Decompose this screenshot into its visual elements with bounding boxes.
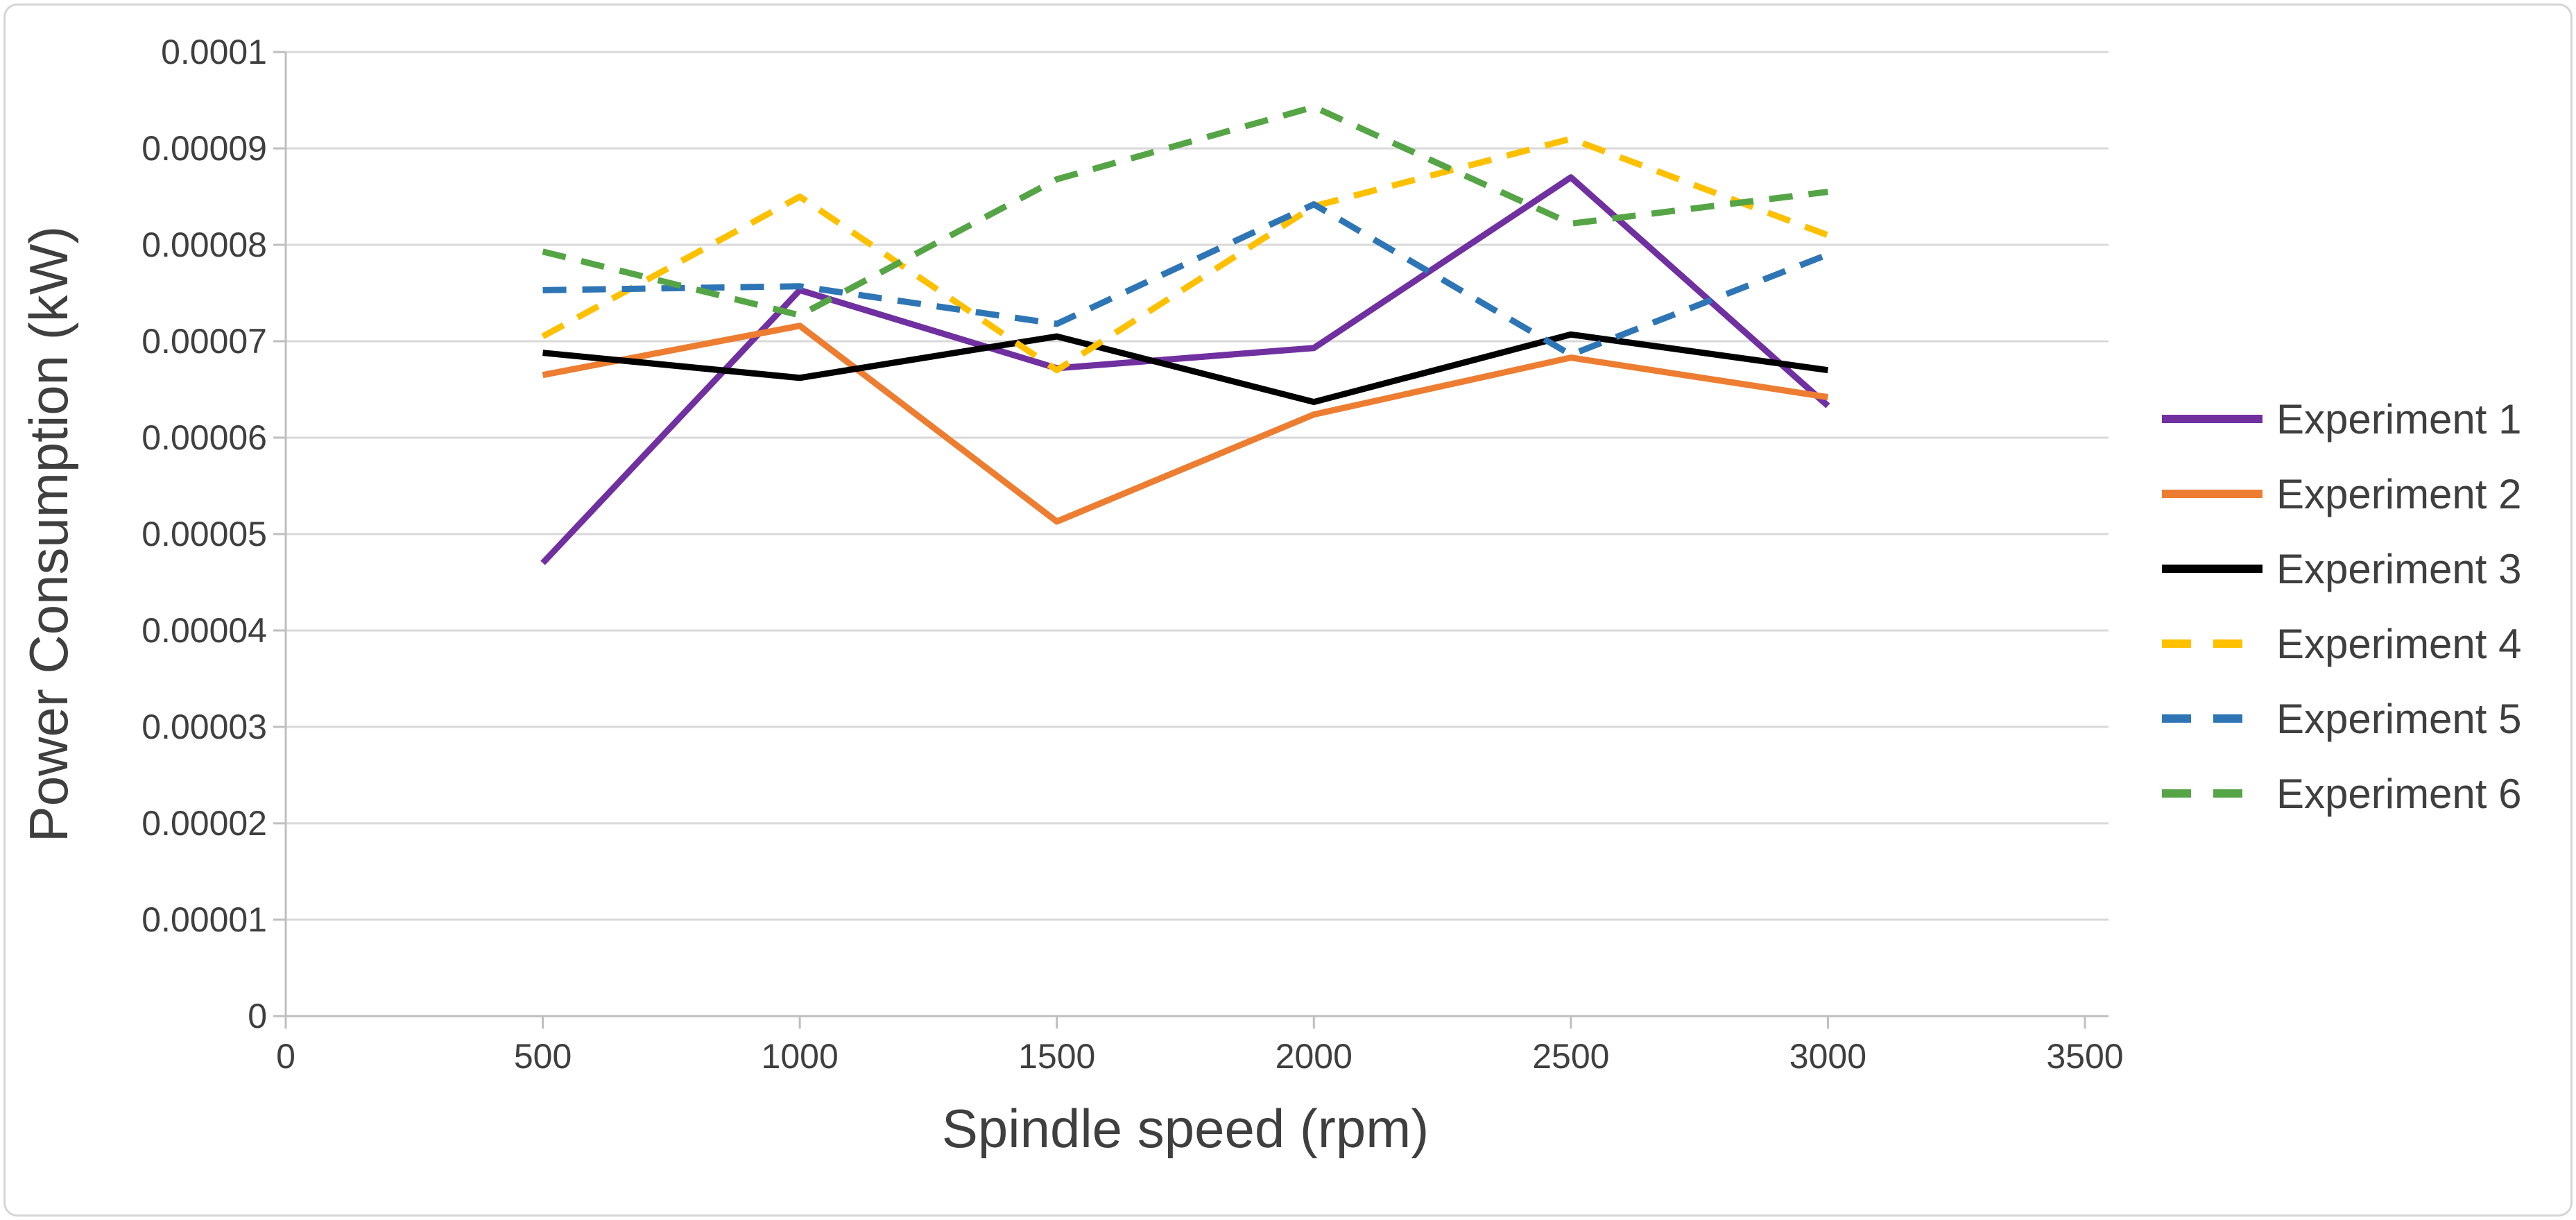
x-tick-label: 2500 [1532, 1037, 1609, 1076]
y-tick-label: 0.00004 [141, 611, 267, 650]
x-tick-label: 3500 [2046, 1037, 2123, 1076]
y-tick-label: 0.00005 [141, 515, 267, 553]
series-line-5 [542, 201, 1830, 358]
y-tick-label: 0.00008 [141, 225, 267, 264]
legend-label: Experiment 5 [2276, 696, 2522, 742]
y-tick-label: 0.0001 [161, 33, 267, 71]
legend-label: Experiment 3 [2276, 546, 2522, 592]
x-tick-label: 1500 [1018, 1037, 1095, 1076]
legend-label: Experiment 1 [2276, 396, 2522, 443]
y-tick-label: 0.00006 [141, 418, 267, 457]
legend-label: Experiment 2 [2276, 471, 2522, 517]
x-tick-label: 0 [276, 1037, 295, 1076]
x-tick-label: 500 [514, 1037, 572, 1076]
series-line-3 [542, 331, 1829, 406]
y-tick-label: 0.00002 [141, 804, 267, 843]
y-tick-label: 0.00009 [141, 129, 267, 168]
y-tick-label: 0.00007 [141, 322, 267, 361]
y-axis-title: Power Consumption (kW) [18, 225, 79, 843]
y-tick-label: 0 [248, 997, 267, 1036]
x-tick-label: 2000 [1276, 1037, 1353, 1076]
series-line-4 [541, 135, 1830, 374]
series-line-2 [542, 323, 1829, 525]
series-line-6 [542, 103, 1828, 318]
chart-border [3, 3, 2573, 1217]
y-tick-label: 0.00001 [141, 900, 267, 939]
x-tick-label: 3000 [1789, 1037, 1866, 1076]
legend-label: Experiment 6 [2276, 771, 2522, 817]
y-tick-label: 0.00003 [141, 707, 267, 746]
x-axis-title: Spindle speed (rpm) [941, 1098, 1429, 1159]
x-tick-label: 1000 [762, 1037, 839, 1076]
legend-label: Experiment 4 [2276, 621, 2522, 667]
